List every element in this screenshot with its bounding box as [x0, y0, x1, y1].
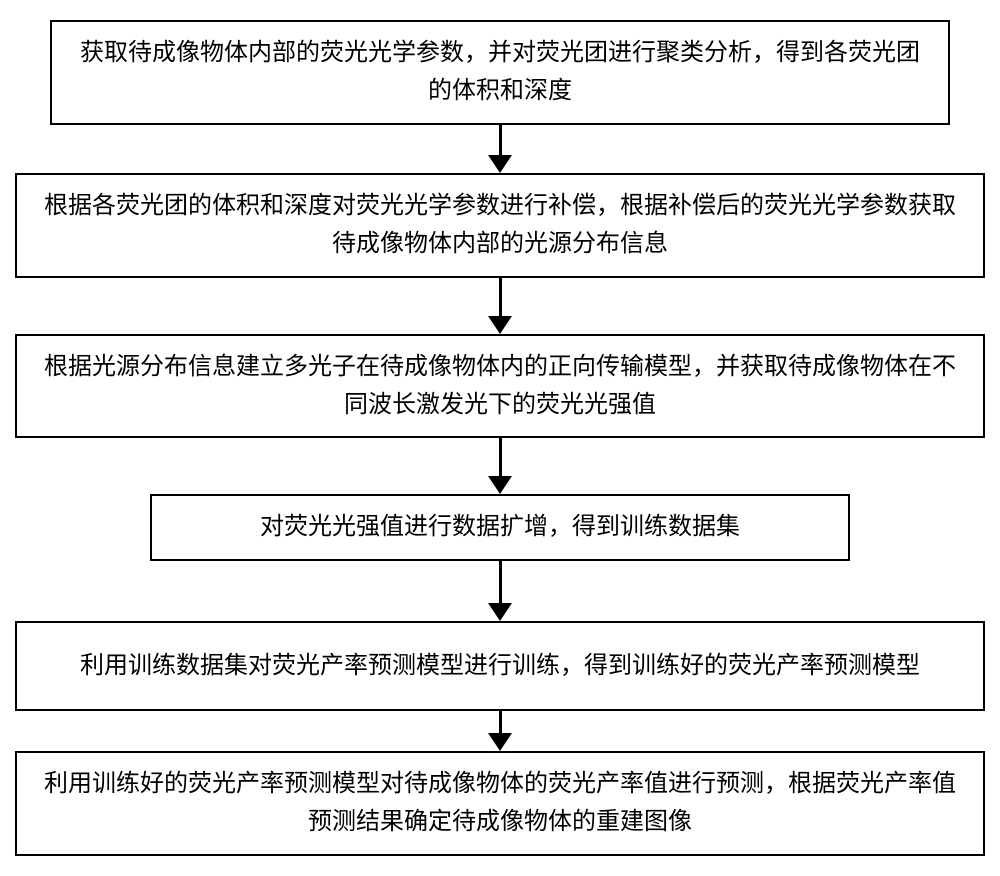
flow-node-n6: 利用训练好的荧光产率预测模型对待成像物体的荧光产率值进行预测，根据荧光产率值预测…: [15, 751, 985, 856]
flow-node-n2: 根据各荧光团的体积和深度对荧光光学参数进行补偿，根据补偿后的荧光光学参数获取待成…: [15, 173, 985, 278]
flow-node-n3: 根据光源分布信息建立多光子在待成像物体内的正向传输模型，并获取待成像物体在不同波…: [15, 334, 985, 439]
arrow-shaft: [499, 438, 502, 476]
flow-node-text: 获取待成像物体内部的荧光光学参数，并对荧光团进行聚类分析，得到各荧光团的体积和深…: [72, 34, 928, 111]
arrow-shaft: [499, 278, 502, 316]
arrow-down-icon: [488, 125, 512, 173]
flow-node-n4: 对荧光光强值进行数据扩增，得到训练数据集: [150, 494, 850, 560]
flow-node-text: 对荧光光强值进行数据扩增，得到训练数据集: [260, 508, 740, 546]
arrow-shaft: [499, 561, 502, 603]
arrow-head: [488, 733, 512, 751]
arrow-head: [488, 603, 512, 621]
arrow-head: [488, 155, 512, 173]
flowchart-container: 获取待成像物体内部的荧光光学参数，并对荧光团进行聚类分析，得到各荧光团的体积和深…: [0, 20, 1000, 856]
flow-node-text: 利用训练好的荧光产率预测模型对待成像物体的荧光产率值进行预测，根据荧光产率值预测…: [37, 765, 963, 842]
arrow-down-icon: [488, 278, 512, 334]
arrow-shaft: [499, 711, 502, 733]
flow-node-text: 根据光源分布信息建立多光子在待成像物体内的正向传输模型，并获取待成像物体在不同波…: [37, 348, 963, 425]
arrow-down-icon: [488, 438, 512, 494]
flow-node-n1: 获取待成像物体内部的荧光光学参数，并对荧光团进行聚类分析，得到各荧光团的体积和深…: [50, 20, 950, 125]
flow-node-text: 利用训练数据集对荧光产率预测模型进行训练，得到训练好的荧光产率预测模型: [80, 647, 920, 685]
arrow-head: [488, 316, 512, 334]
flow-node-text: 根据各荧光团的体积和深度对荧光光学参数进行补偿，根据补偿后的荧光光学参数获取待成…: [37, 187, 963, 264]
flow-node-n5: 利用训练数据集对荧光产率预测模型进行训练，得到训练好的荧光产率预测模型: [15, 621, 985, 711]
arrow-down-icon: [488, 561, 512, 621]
arrow-head: [488, 476, 512, 494]
arrow-down-icon: [488, 711, 512, 751]
arrow-shaft: [499, 125, 502, 155]
